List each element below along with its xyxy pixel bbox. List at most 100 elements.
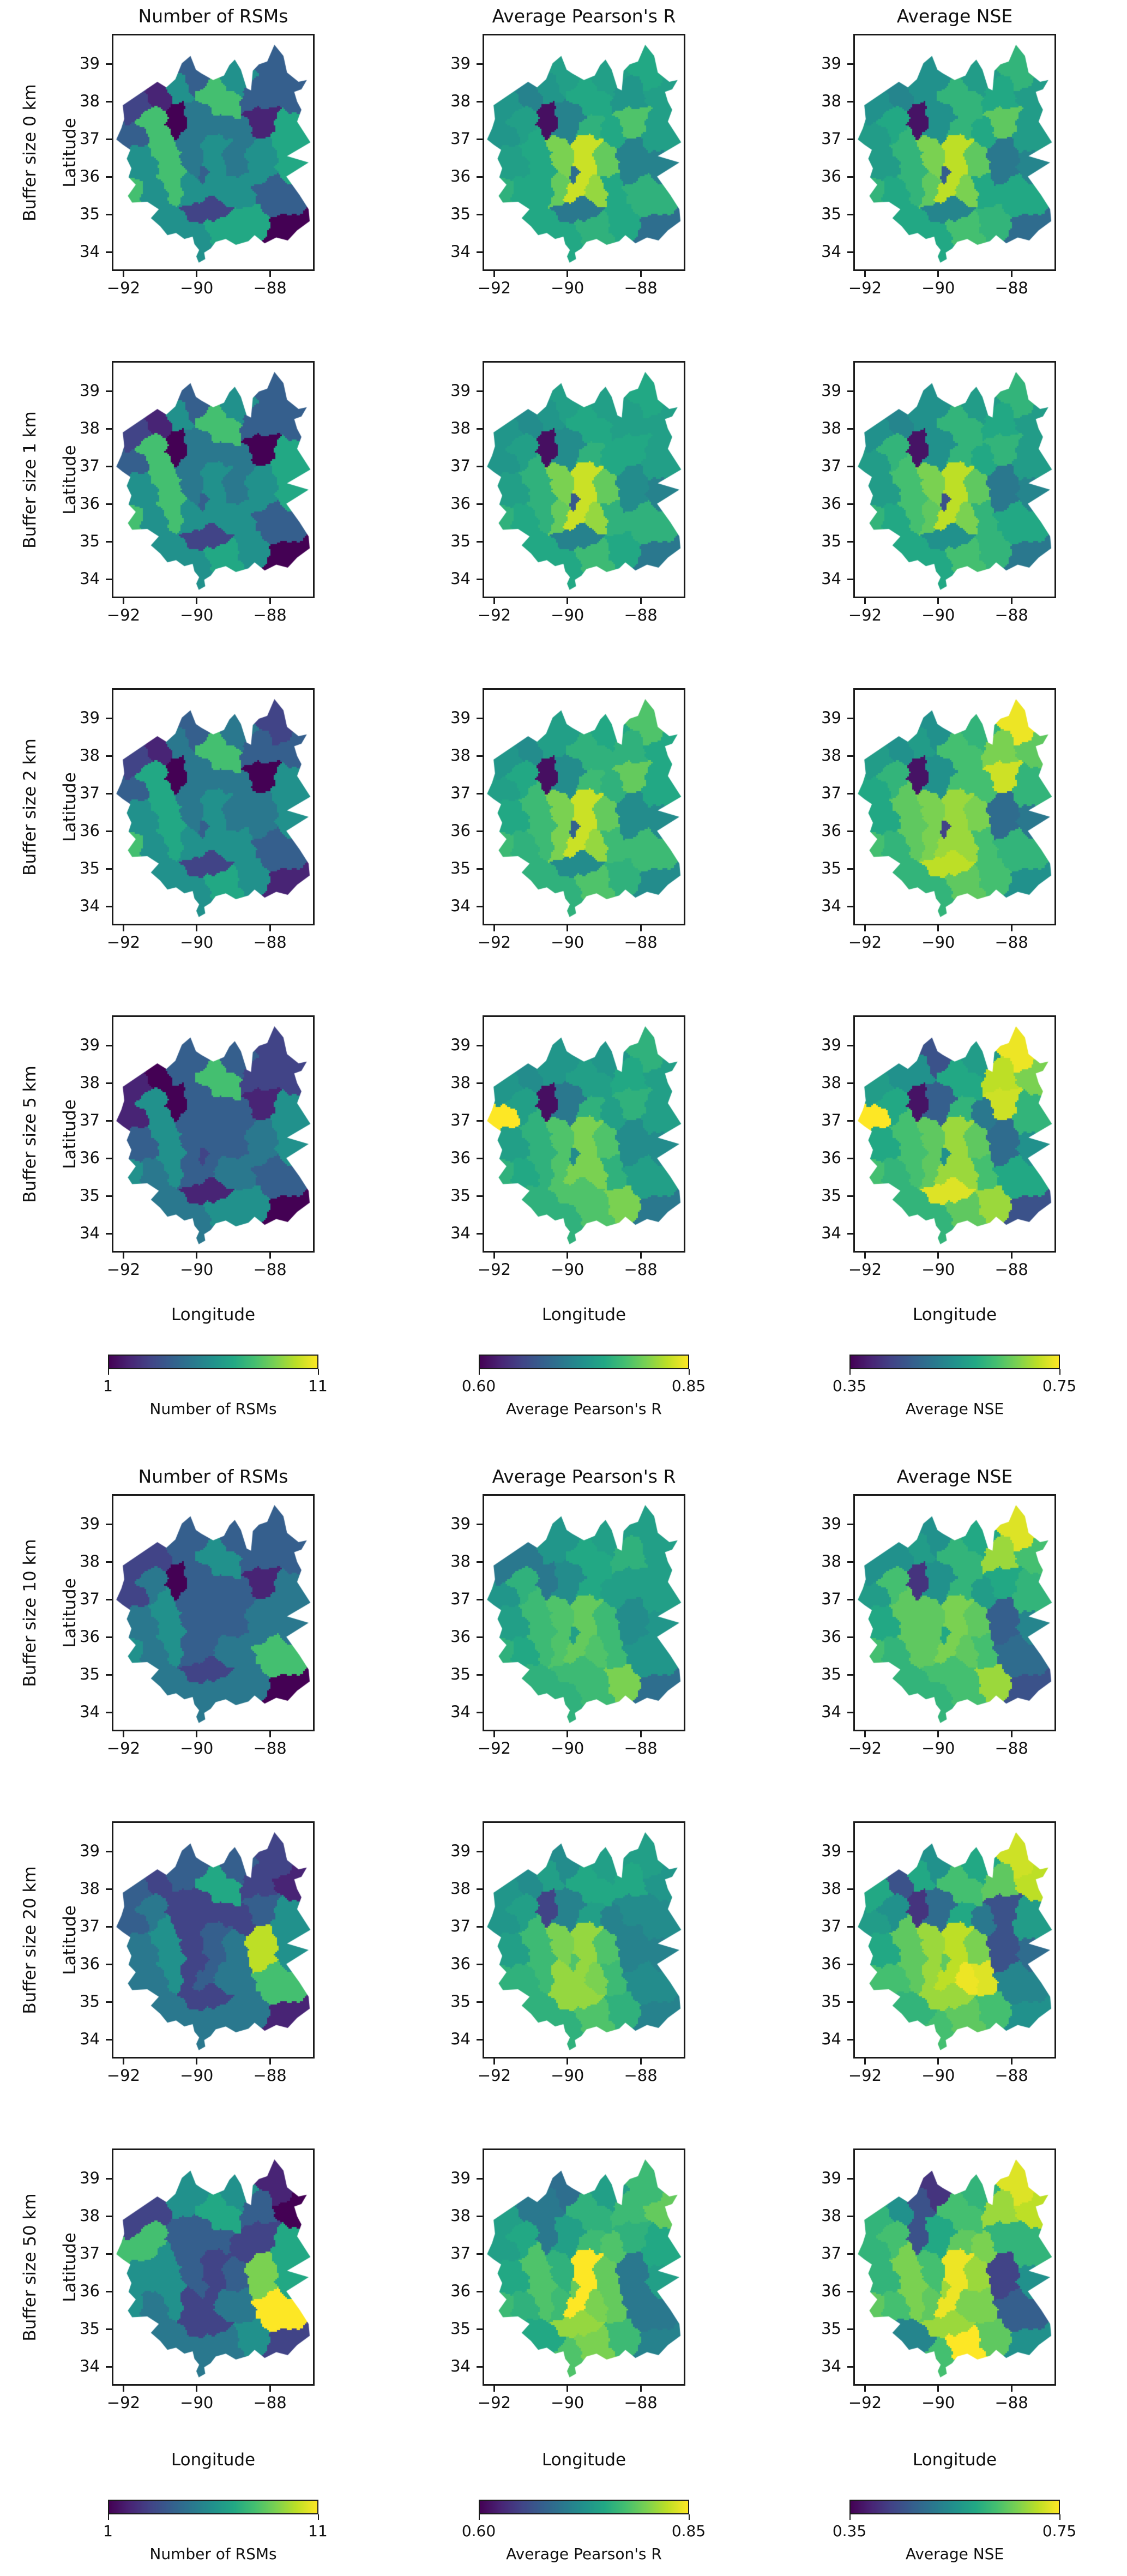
x-tick-label: −88: [995, 1739, 1028, 1758]
y-tickmark: [477, 2001, 483, 2003]
y-tickmark: [477, 428, 483, 430]
colorbar-tickmark: [689, 1369, 690, 1375]
y-tickmark: [477, 1157, 483, 1159]
y-tick-label: 37: [80, 1917, 100, 1936]
x-tickmark: [493, 925, 495, 931]
x-tick-label: −88: [624, 606, 658, 624]
x-axis-label: Longitude: [541, 2450, 626, 2470]
y-tick-label: 37: [80, 1111, 100, 1130]
x-tick-label: −88: [253, 1260, 287, 1279]
colorbar-tick-label: 11: [308, 1377, 328, 1395]
y-tick-label: 38: [450, 419, 471, 438]
colorbar-tick-label: 0.85: [671, 1377, 706, 1395]
y-tickmark: [847, 2328, 853, 2330]
y-tickmark: [106, 1523, 112, 1525]
y-tick-label: 38: [80, 92, 100, 111]
y-tickmark: [477, 1232, 483, 1235]
x-tick-label: −88: [995, 1260, 1028, 1279]
x-tickmark: [196, 2386, 198, 2392]
column-title-nse: Average NSE: [896, 1466, 1013, 1487]
colorbar-tick-label: 0.85: [671, 2522, 706, 2540]
y-tickmark: [847, 1195, 853, 1197]
y-tick-label: 38: [80, 1552, 100, 1571]
y-tickmark: [477, 1044, 483, 1046]
y-tickmark: [847, 2177, 853, 2180]
x-tick-label: −90: [551, 1260, 584, 1279]
row-label-buffer-1: Buffer size 1 km: [20, 411, 40, 549]
y-tickmark: [106, 63, 112, 65]
x-tickmark: [1010, 2059, 1013, 2065]
colorbar-tick-label: 1: [103, 1377, 113, 1395]
y-tickmark: [106, 1044, 112, 1046]
y-tickmark: [847, 2001, 853, 2003]
y-tick-label: 38: [450, 1073, 471, 1092]
row-label-buffer-20: Buffer size 20 km: [20, 1865, 40, 2014]
choropleth-canvas-10km-rsm: [113, 1496, 313, 1730]
y-tick-label: 35: [821, 1186, 841, 1205]
x-tickmark: [566, 2386, 569, 2392]
y-tick-label: 37: [450, 1917, 471, 1936]
x-tick-label: −90: [921, 2393, 955, 2412]
y-tick-label: 36: [821, 821, 841, 840]
y-tick-label: 35: [450, 2319, 471, 2338]
colorbar-tickmark: [479, 2514, 480, 2520]
x-tick-label: −90: [551, 2066, 584, 2085]
y-tickmark: [106, 1850, 112, 1852]
x-tickmark: [122, 598, 124, 604]
y-tickmark: [477, 1674, 483, 1676]
colorbar-nse: [849, 2500, 1060, 2514]
column-title-pearson_r: Average Pearson's R: [492, 5, 676, 27]
y-tick-label: 38: [80, 419, 100, 438]
y-tick-label: 34: [821, 569, 841, 588]
x-tick-label: −88: [624, 2393, 658, 2412]
choropleth-canvas-0km-pearson_r: [484, 35, 684, 269]
map-plot-5km-rsm: [112, 1015, 315, 1253]
x-tickmark: [864, 1253, 866, 1259]
x-tickmark: [122, 1731, 124, 1737]
x-tick-label: −92: [848, 606, 882, 624]
choropleth-canvas-20km-pearson_r: [484, 1823, 684, 2057]
y-tickmark: [847, 1561, 853, 1563]
x-tick-label: −92: [848, 2393, 882, 2412]
y-tick-label: 38: [821, 92, 841, 111]
y-tickmark: [847, 1523, 853, 1525]
y-tickmark: [106, 1963, 112, 1965]
x-tickmark: [493, 2059, 495, 2065]
x-tickmark: [566, 1731, 569, 1737]
y-tickmark: [847, 176, 853, 178]
choropleth-canvas-1km-rsm: [113, 363, 313, 597]
y-tick-label: 34: [821, 2357, 841, 2376]
colorbar-tickmark: [1059, 2514, 1060, 2520]
y-tickmark: [847, 1925, 853, 1928]
x-tickmark: [122, 925, 124, 931]
y-tick-label: 38: [450, 1552, 471, 1571]
map-plot-5km-pearson_r: [483, 1015, 685, 1253]
x-tickmark: [640, 925, 642, 931]
choropleth-canvas-20km-nse: [855, 1823, 1054, 2057]
y-tickmark: [477, 63, 483, 65]
y-tick-label: 37: [821, 129, 841, 148]
y-tick-label: 34: [821, 2030, 841, 2049]
y-tick-label: 35: [80, 1992, 100, 2011]
map-plot-50km-rsm: [112, 2148, 315, 2386]
y-tick-label: 34: [821, 1224, 841, 1243]
y-tick-label: 37: [80, 129, 100, 148]
map-plot-20km-pearson_r: [483, 1821, 685, 2059]
map-plot-10km-pearson_r: [483, 1494, 685, 1731]
x-tickmark: [640, 271, 642, 277]
y-tickmark: [106, 503, 112, 505]
x-axis-label: Longitude: [171, 2450, 256, 2470]
y-tick-label: 39: [80, 381, 100, 400]
x-tick-label: −88: [253, 2393, 287, 2412]
map-plot-2km-pearson_r: [483, 688, 685, 925]
x-tickmark: [122, 2059, 124, 2065]
y-tick-label: 36: [450, 821, 471, 840]
y-tickmark: [847, 213, 853, 215]
y-tick-label: 35: [450, 1665, 471, 1684]
y-tick-label: 34: [80, 242, 100, 261]
y-tickmark: [477, 465, 483, 467]
y-tickmark: [106, 1120, 112, 1122]
x-tick-label: −90: [921, 2066, 955, 2085]
y-tick-label: 35: [80, 859, 100, 878]
